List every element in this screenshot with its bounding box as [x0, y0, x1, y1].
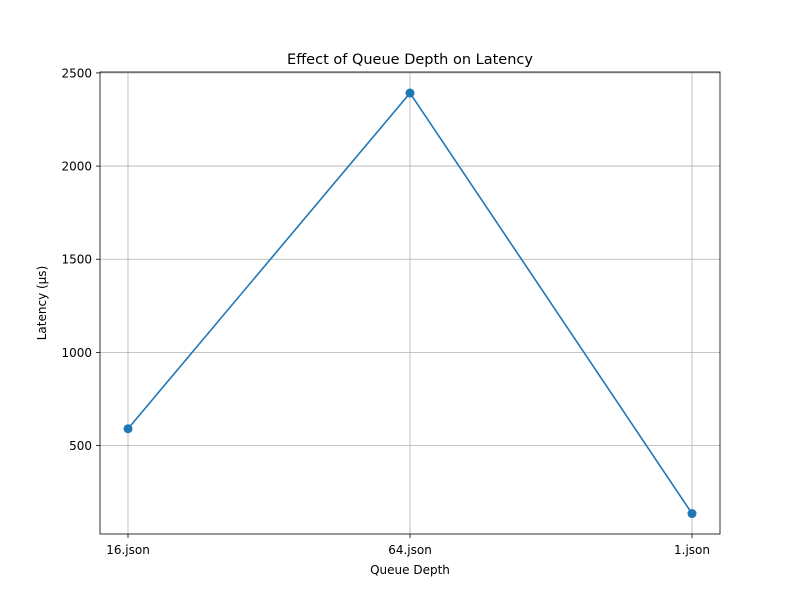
- y-tick-label: 2000: [61, 160, 92, 174]
- grid: [100, 72, 720, 534]
- chart-title: Effect of Queue Depth on Latency: [287, 52, 533, 68]
- y-axis-title: Latency (µs): [35, 266, 49, 341]
- data-point: [687, 509, 697, 519]
- y-tick-label: 1500: [61, 253, 92, 267]
- data-point: [123, 424, 133, 434]
- x-axis-title: Queue Depth: [370, 563, 450, 577]
- x-tick-label: 16.json: [106, 543, 150, 557]
- y-tick-label: 500: [69, 439, 92, 453]
- x-axis: 16.json 64.json 1.json: [106, 534, 710, 557]
- x-tick-label: 64.json: [388, 543, 432, 557]
- data-point: [405, 88, 415, 98]
- y-axis: 500 1000 1500 2000 2500: [61, 66, 100, 453]
- y-tick-label: 2500: [61, 66, 92, 80]
- y-tick-label: 1000: [61, 346, 92, 360]
- x-tick-label: 1.json: [674, 543, 710, 557]
- series-layer: [123, 88, 697, 519]
